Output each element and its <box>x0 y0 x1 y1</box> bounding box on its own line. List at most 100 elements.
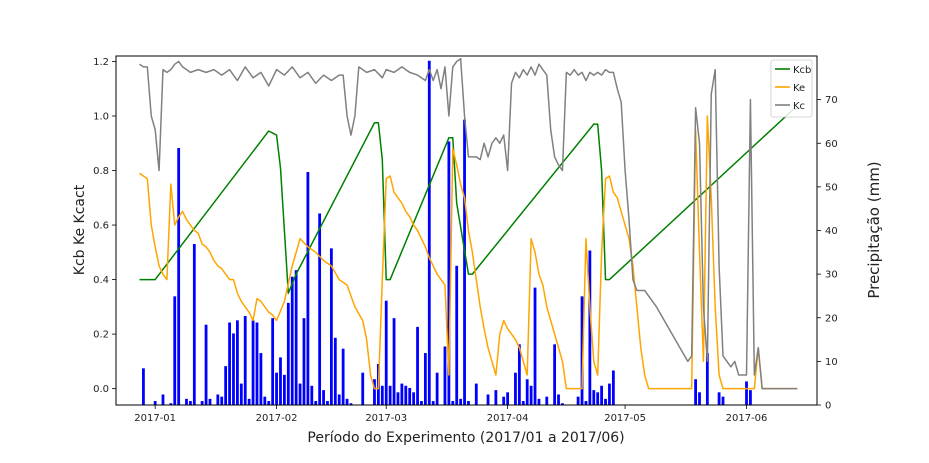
precip-bar-81 <box>528 384 534 406</box>
precip-bar-0 <box>141 367 146 406</box>
precip-bar-33 <box>297 382 303 406</box>
precip-bar-43 <box>337 393 342 406</box>
precip-bar-47 <box>360 371 365 406</box>
precip-bar-8 <box>192 243 197 406</box>
precip-bar-84 <box>544 395 549 406</box>
precip-bar-68 <box>454 264 459 406</box>
precip-bar-12 <box>215 393 221 406</box>
precip-bar-13 <box>219 395 224 406</box>
precip-bar-40 <box>325 400 330 406</box>
precip-bar-11 <box>207 398 213 406</box>
series-line-ke <box>139 115 798 390</box>
precip-bar-44 <box>340 347 346 406</box>
precip-bar-104 <box>748 389 753 406</box>
series-line-kc <box>139 57 798 390</box>
precip-bar-64 <box>434 371 440 406</box>
precip-bar-76 <box>505 391 510 406</box>
precip-bar-95 <box>603 398 608 406</box>
precip-bar-39 <box>321 389 326 406</box>
precip-bar-99 <box>697 391 702 406</box>
precip-bar-56 <box>403 384 408 406</box>
left-y-tick-label-0: 0.0 <box>93 384 109 395</box>
precip-bar-77 <box>513 371 518 406</box>
precip-bar-82 <box>532 286 538 406</box>
precip-bar-9 <box>199 400 205 406</box>
precip-bar-88 <box>575 395 581 406</box>
left-y-tick-label-6: 1.2 <box>93 57 109 68</box>
precip-bar-41 <box>329 247 334 406</box>
x-tick-label-4: 2017-05 <box>604 413 646 424</box>
precip-bar-101 <box>716 391 722 406</box>
precip-bar-83 <box>536 398 542 406</box>
precip-bar-2 <box>160 393 166 406</box>
precip-bar-14 <box>223 365 228 406</box>
precip-bar-37 <box>313 400 318 406</box>
precip-bar-36 <box>309 384 315 406</box>
right-y-tick-label-3: 30 <box>825 270 838 281</box>
precip-bar-7 <box>188 400 193 406</box>
precip-bar-98 <box>693 378 698 406</box>
right-y-tick-label-7: 70 <box>825 95 838 106</box>
precip-bar-19 <box>243 315 248 406</box>
precip-bar-94 <box>599 384 604 406</box>
left-y-tick-label-2: 0.4 <box>93 275 109 286</box>
precip-bar-22 <box>254 321 260 406</box>
right-y-axis-ticks: 0 10 20 30 40 50 60 70 <box>817 95 838 412</box>
precip-bar-57 <box>407 387 412 406</box>
precip-bar-75 <box>501 395 506 406</box>
precip-bar-74 <box>493 389 499 406</box>
legend-box <box>770 59 813 118</box>
precip-bar-24 <box>262 395 268 406</box>
precip-bar-92 <box>591 389 596 406</box>
right-y-tick-label-1: 10 <box>825 357 838 368</box>
precip-bar-50 <box>380 384 385 406</box>
x-axis-ticks: 2017-01 2017-02 2017-03 2017-04 2017-05 2017-… <box>134 405 767 424</box>
right-y-tick-label-2: 20 <box>825 313 838 324</box>
precip-bar-61 <box>423 352 428 406</box>
precip-bar-51 <box>384 299 389 406</box>
precip-bar-54 <box>395 391 401 406</box>
precip-bar-53 <box>391 317 397 406</box>
precip-bar-72 <box>474 382 479 406</box>
x-axis-label: Período do Experimento (2017/01 a 2017/0… <box>307 430 624 446</box>
precip-bar-21 <box>250 319 256 406</box>
left-y-axis-label: Kcb Ke Kcact <box>72 184 88 275</box>
precip-bar-16 <box>231 332 236 406</box>
precip-bar-96 <box>607 382 612 406</box>
precip-bar-23 <box>258 352 264 406</box>
x-tick-label-5: 2017-06 <box>726 413 768 424</box>
precip-bar-102 <box>720 395 726 406</box>
left-y-tick-label-5: 1.0 <box>93 111 109 122</box>
x-tick-label-0: 2017-01 <box>134 413 176 424</box>
precip-bar-67 <box>450 400 455 406</box>
precip-bar-55 <box>399 382 405 406</box>
precip-bar-65 <box>442 345 448 406</box>
precip-bar-60 <box>419 400 424 406</box>
precip-bar-45 <box>344 398 350 406</box>
left-y-tick-label-1: 0.2 <box>93 330 109 341</box>
precip-bar-63 <box>431 400 436 406</box>
x-tick-label-1: 2017-02 <box>256 413 298 424</box>
precip-bar-31 <box>290 275 295 406</box>
right-y-tick-label-0: 0 <box>825 401 831 412</box>
right-y-tick-label-4: 40 <box>825 226 838 237</box>
legend-label-kc: Kc <box>793 101 805 112</box>
legend-label-ke: Ke <box>793 83 805 94</box>
precip-bar-79 <box>521 400 526 406</box>
precip-bar-62 <box>427 59 432 406</box>
precip-bar-35 <box>305 171 311 406</box>
precip-bar-10 <box>203 323 209 406</box>
left-y-tick-label-4: 0.8 <box>93 166 109 177</box>
precip-bar-6 <box>184 398 189 406</box>
precip-bar-97 <box>611 369 616 406</box>
legend-label-kcb: Kcb <box>793 65 811 76</box>
x-tick-label-2: 2017-03 <box>365 413 407 424</box>
precip-bar-18 <box>239 382 244 406</box>
precip-bar-71 <box>466 400 471 406</box>
precip-bar-29 <box>282 374 287 406</box>
precip-bar-26 <box>270 317 275 406</box>
x-tick-label-3: 2017-04 <box>487 413 529 424</box>
precip-bar-73 <box>485 393 491 406</box>
precip-bar-20 <box>246 398 252 406</box>
